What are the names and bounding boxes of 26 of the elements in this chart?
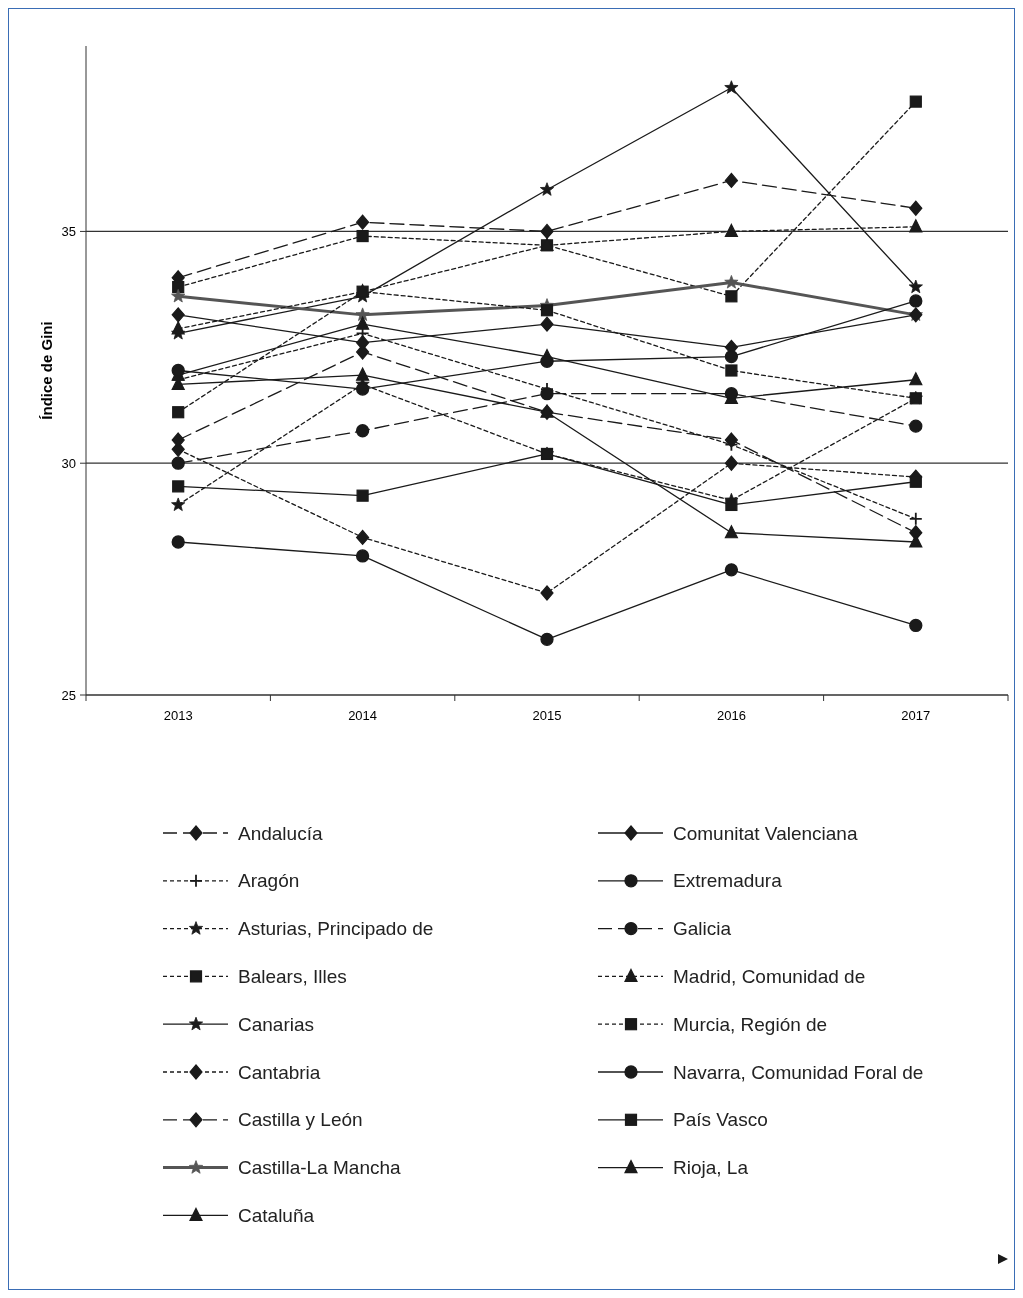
- legend-label: Castilla-La Mancha: [238, 1157, 402, 1179]
- legend-label: Aragón: [238, 870, 300, 892]
- legend-label: Galicia: [673, 918, 732, 940]
- x-tick-label: 2014: [348, 708, 378, 723]
- x-tick-label: 2013: [163, 708, 193, 723]
- x-tick-label: 2016: [716, 708, 746, 723]
- legend-label: Madrid, Comunidad de: [673, 966, 866, 988]
- legend-label: Comunitat Valenciana: [673, 822, 858, 844]
- y-tick-label: 25: [61, 687, 76, 703]
- y-tick-label: 30: [61, 455, 76, 471]
- legend-label: Andalucía: [238, 822, 323, 844]
- legend-label: Murcia, Región de: [673, 1013, 828, 1035]
- legend-label: Castilla y León: [238, 1109, 363, 1131]
- legend-label: Canarias: [238, 1013, 315, 1035]
- x-tick-label: 2017: [901, 708, 931, 723]
- legend-label: Cataluña: [238, 1205, 315, 1227]
- legend-label: Balears, Illes: [238, 966, 347, 988]
- legend-label: Navarra, Comunidad Foral de: [673, 1061, 924, 1083]
- legend-label: Cantabria: [238, 1061, 321, 1083]
- legend-label: Rioja, La: [673, 1157, 749, 1179]
- y-tick-label: 35: [61, 223, 76, 239]
- legend-label: País Vasco: [673, 1109, 768, 1131]
- y-axis-title: Índice de Gini: [38, 321, 55, 420]
- x-tick-label: 2015: [532, 708, 562, 723]
- legend-label: Asturias, Principado de: [238, 918, 434, 940]
- legend-label: Extremadura: [673, 870, 783, 892]
